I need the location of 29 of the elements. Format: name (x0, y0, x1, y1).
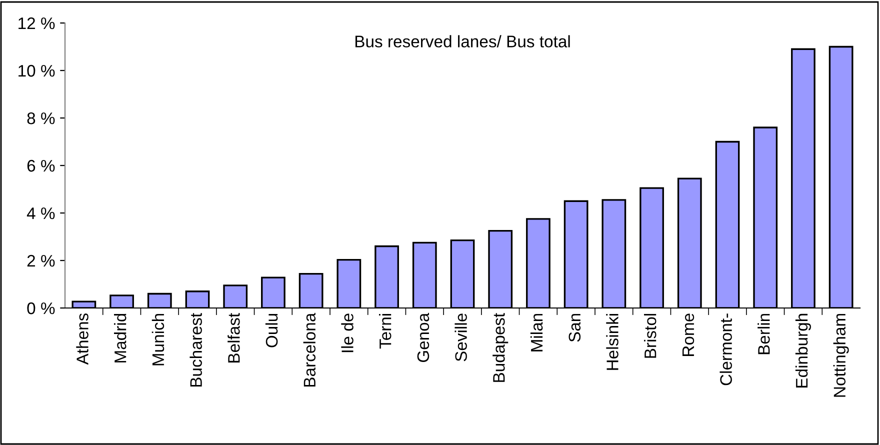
y-tick-label: 0 % (27, 302, 55, 314)
x-tick-label: Munich (152, 314, 164, 366)
x-tick-label: Budapest (492, 312, 508, 382)
x-tick-label: Rome (682, 314, 694, 356)
x-tick-label: San (568, 314, 581, 342)
y-tick-label: 12 % (18, 17, 55, 30)
x-tick-label: Terni (379, 314, 392, 349)
y-tick-label: 2 % (27, 254, 55, 267)
y-tick-label: 6 % (27, 160, 55, 172)
y-tick-label: 10 % (18, 64, 55, 77)
x-tick-label: Nottingham (833, 314, 849, 397)
x-tick-label: Milan (530, 314, 543, 352)
x-tick-label: Oulu (265, 314, 278, 348)
x-tick-label: Athens (76, 313, 88, 365)
x-tick-label: Genoa (417, 312, 430, 362)
y-tick-label: 4 % (26, 207, 55, 220)
x-tick-label: Barcelona (303, 312, 316, 387)
x-tick-label: Helsinki (606, 314, 618, 370)
x-tick-label: Belfast (228, 312, 240, 362)
x-tick-label: Bucharest (190, 312, 202, 387)
x-tick-label: Clermont- (720, 314, 732, 386)
x-tick-label: Madrid (114, 314, 126, 362)
y-tick-label: 8 % (27, 112, 55, 124)
x-tick-label: Berlin (758, 314, 770, 354)
x-tick-label: Bristol (644, 314, 656, 358)
x-tick-label: Seville (454, 314, 467, 362)
x-tick-label: Ile de (341, 314, 354, 352)
text: Bus reserved lanes/ Bus total (355, 35, 570, 48)
x-tick-label: Edinburgh (795, 314, 811, 388)
